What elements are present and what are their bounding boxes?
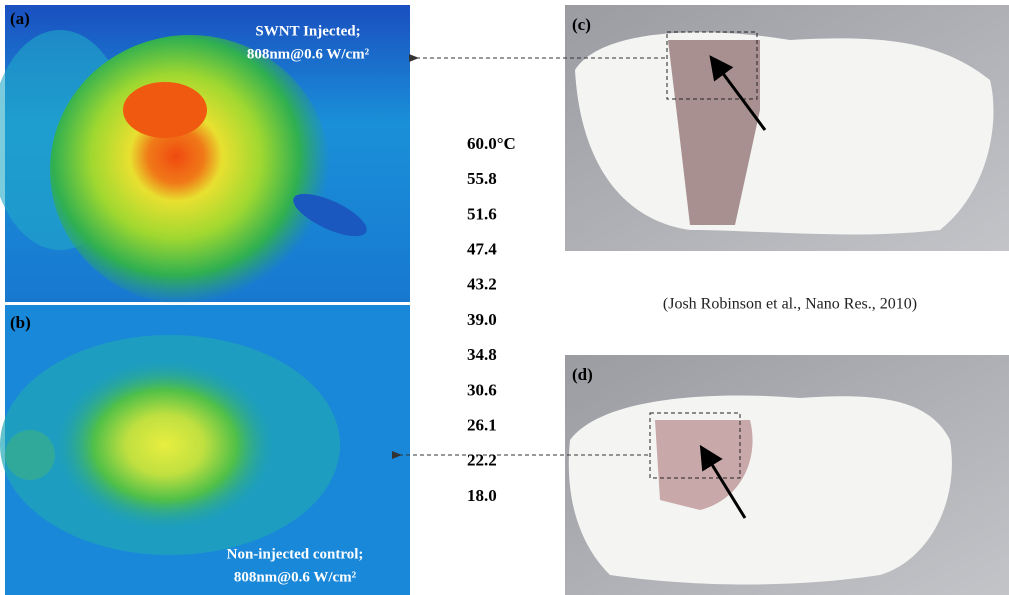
temperature-label: 34.8 bbox=[467, 345, 497, 364]
temperature-label: 18.0 bbox=[467, 486, 497, 505]
temperature-label: 47.4 bbox=[467, 240, 497, 259]
temperature-label: 39.0 bbox=[467, 310, 497, 329]
panel-caption: SWNT Injected; bbox=[255, 23, 360, 39]
panel-caption: 808nm@0.6 W/cm² bbox=[247, 46, 370, 62]
photo-d bbox=[565, 355, 1009, 595]
temperature-label: 51.6 bbox=[467, 204, 497, 223]
panel-caption: 808nm@0.6 W/cm² bbox=[234, 569, 357, 585]
temperature-label: 60.0°C bbox=[467, 134, 516, 153]
temperature-label: 22.2 bbox=[467, 451, 497, 470]
temperature-label: 26.1 bbox=[467, 416, 497, 435]
temperature-label: 43.2 bbox=[467, 275, 497, 294]
citation: (Josh Robinson et al., Nano Res., 2010) bbox=[663, 296, 917, 313]
panel-label: (a) bbox=[10, 9, 30, 28]
panel-label: (c) bbox=[572, 15, 591, 34]
panel-caption: Non-injected control; bbox=[227, 546, 364, 562]
figure: (a) SWNT Injected; 808nm@0.6 W/cm² (b) N… bbox=[0, 0, 1009, 595]
panel-label: (d) bbox=[572, 365, 593, 384]
temperature-label: 55.8 bbox=[467, 169, 497, 188]
temperature-label: 30.6 bbox=[467, 380, 497, 399]
panel-label: (b) bbox=[10, 313, 31, 332]
photo-c bbox=[565, 5, 1009, 251]
